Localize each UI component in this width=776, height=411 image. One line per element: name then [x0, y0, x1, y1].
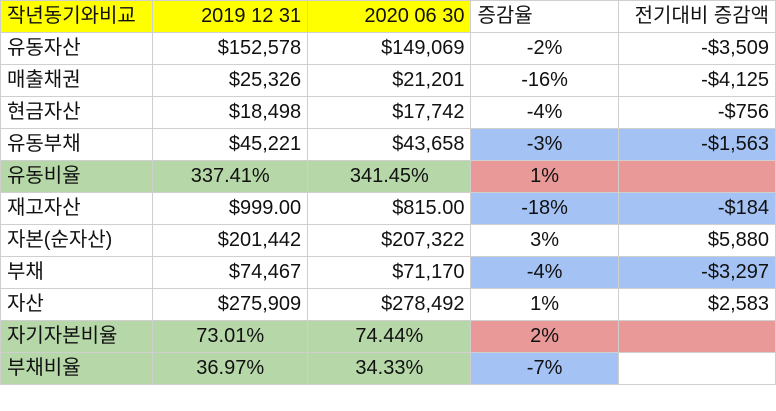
change-amount-cell[interactable]: -$756: [617, 96, 776, 129]
change-amount-cell[interactable]: -$4,125: [617, 64, 776, 97]
table-row: 현금자산 $18,498 $17,742 -4% -$756: [0, 96, 776, 129]
change-rate-cell[interactable]: -3%: [470, 128, 619, 161]
value-2020-cell[interactable]: $149,069: [307, 32, 472, 65]
change-rate-cell[interactable]: -16%: [470, 64, 619, 97]
change-rate-cell[interactable]: 1%: [470, 288, 619, 321]
value-2020-cell[interactable]: $21,201: [307, 64, 472, 97]
value-2019-cell[interactable]: $45,221: [152, 128, 309, 161]
value-2019-cell[interactable]: 73.01%: [152, 320, 309, 353]
change-rate-cell[interactable]: -7%: [470, 352, 619, 385]
table-body: 작년동기와비교 2019 12 31 2020 06 30 증감율 전기대비 증…: [0, 0, 776, 385]
table-row: 자산 $275,909 $278,492 1% $2,583: [0, 288, 776, 321]
change-amount-cell[interactable]: $2,583: [617, 288, 776, 321]
value-2020-cell[interactable]: $278,492: [307, 288, 472, 321]
change-rate-cell[interactable]: 1%: [470, 160, 619, 193]
value-2020-cell[interactable]: 74.44%: [307, 320, 472, 353]
change-amount-cell[interactable]: -$1,563: [617, 128, 776, 161]
row-label-cell[interactable]: 부채비율: [0, 352, 154, 385]
change-amount-cell[interactable]: -$3,297: [617, 256, 776, 289]
change-rate-cell[interactable]: 2%: [470, 320, 619, 353]
table-row: 부채 $74,467 $71,170 -4% -$3,297: [0, 256, 776, 289]
table-row: 부채비율 36.97% 34.33% -7%: [0, 352, 776, 385]
change-rate-cell[interactable]: -4%: [470, 256, 619, 289]
table-row: 매출채권 $25,326 $21,201 -16% -$4,125: [0, 64, 776, 97]
header-cell-2020[interactable]: 2020 06 30: [307, 0, 472, 33]
value-2020-cell[interactable]: $43,658: [307, 128, 472, 161]
comparison-table: 작년동기와비교 2019 12 31 2020 06 30 증감율 전기대비 증…: [0, 0, 776, 385]
change-rate-cell[interactable]: -18%: [470, 192, 619, 225]
row-label-cell[interactable]: 자기자본비율: [0, 320, 154, 353]
value-2020-cell[interactable]: $815.00: [307, 192, 472, 225]
table-row: 유동비율 337.41% 341.45% 1%: [0, 160, 776, 193]
change-amount-cell[interactable]: $5,880: [617, 224, 776, 257]
table-row: 재고자산 $999.00 $815.00 -18% -$184: [0, 192, 776, 225]
table-row: 자본(순자산) $201,442 $207,322 3% $5,880: [0, 224, 776, 257]
row-label-cell[interactable]: 유동비율: [0, 160, 154, 193]
row-label-cell[interactable]: 매출채권: [0, 64, 154, 97]
value-2020-cell[interactable]: $71,170: [307, 256, 472, 289]
table-row: 유동자산 $152,578 $149,069 -2% -$3,509: [0, 32, 776, 65]
value-2019-cell[interactable]: $74,467: [152, 256, 309, 289]
value-2019-cell[interactable]: $18,498: [152, 96, 309, 129]
change-rate-cell[interactable]: -2%: [470, 32, 619, 65]
row-label-cell[interactable]: 현금자산: [0, 96, 154, 129]
header-cell-2019[interactable]: 2019 12 31: [152, 0, 309, 33]
value-2019-cell[interactable]: $152,578: [152, 32, 309, 65]
value-2019-cell[interactable]: 337.41%: [152, 160, 309, 193]
value-2020-cell[interactable]: $17,742: [307, 96, 472, 129]
value-2019-cell[interactable]: $999.00: [152, 192, 309, 225]
value-2019-cell[interactable]: 36.97%: [152, 352, 309, 385]
change-rate-cell[interactable]: -4%: [470, 96, 619, 129]
value-2019-cell[interactable]: $25,326: [152, 64, 309, 97]
value-2019-cell[interactable]: $275,909: [152, 288, 309, 321]
change-amount-cell[interactable]: -$184: [617, 192, 776, 225]
value-2020-cell[interactable]: 34.33%: [307, 352, 472, 385]
change-rate-cell[interactable]: 3%: [470, 224, 619, 257]
change-amount-cell[interactable]: [617, 160, 776, 193]
value-2020-cell[interactable]: 341.45%: [307, 160, 472, 193]
header-cell-rate[interactable]: 증감율: [470, 0, 619, 33]
table-row: 자기자본비율 73.01% 74.44% 2%: [0, 320, 776, 353]
value-2020-cell[interactable]: $207,322: [307, 224, 472, 257]
row-label-cell[interactable]: 유동부채: [0, 128, 154, 161]
row-label-cell[interactable]: 자산: [0, 288, 154, 321]
header-row: 작년동기와비교 2019 12 31 2020 06 30 증감율 전기대비 증…: [0, 0, 776, 33]
header-cell-label[interactable]: 작년동기와비교: [0, 0, 154, 33]
change-amount-cell[interactable]: [617, 320, 776, 353]
row-label-cell[interactable]: 재고자산: [0, 192, 154, 225]
table-row: 유동부채 $45,221 $43,658 -3% -$1,563: [0, 128, 776, 161]
value-2019-cell[interactable]: $201,442: [152, 224, 309, 257]
change-amount-cell[interactable]: [617, 352, 776, 385]
row-label-cell[interactable]: 자본(순자산): [0, 224, 154, 257]
header-cell-diff[interactable]: 전기대비 증감액: [617, 0, 776, 33]
change-amount-cell[interactable]: -$3,509: [617, 32, 776, 65]
row-label-cell[interactable]: 부채: [0, 256, 154, 289]
row-label-cell[interactable]: 유동자산: [0, 32, 154, 65]
